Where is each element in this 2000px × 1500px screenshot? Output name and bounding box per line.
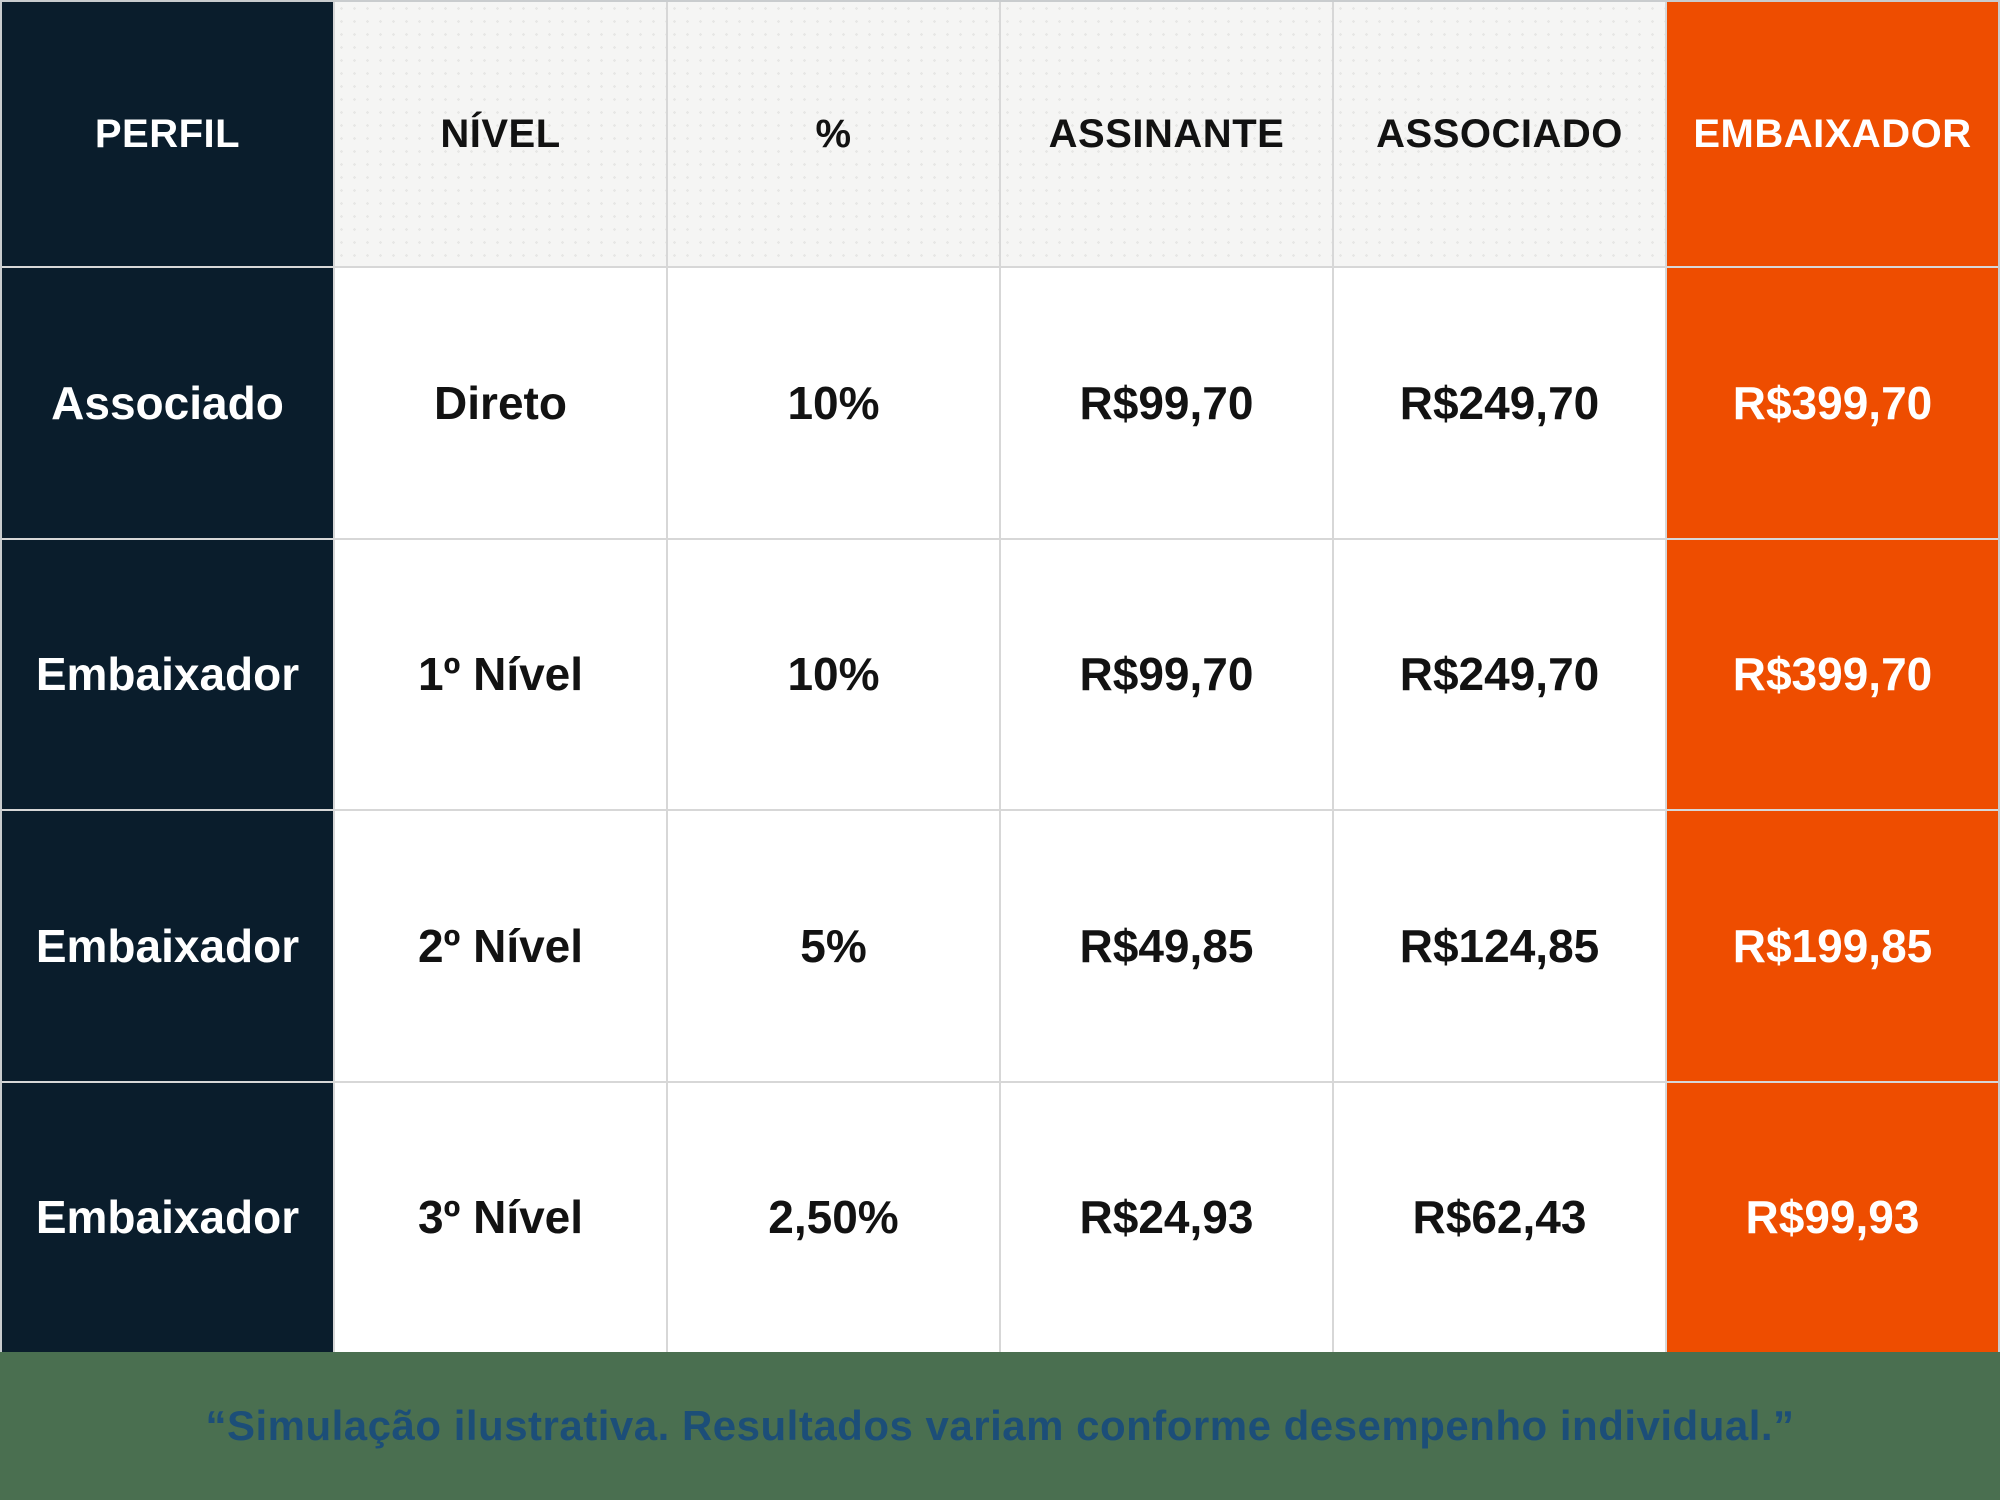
cell-nivel-row1: Direto	[335, 268, 666, 538]
cell-perfil-row4: Embaixador	[2, 1082, 333, 1352]
cell-pct-row1: 10%	[668, 268, 999, 538]
cell-assinante-row4: R$24,93	[1001, 1082, 1332, 1352]
cell-associado-row2: R$249,70	[1334, 539, 1665, 809]
header-cell-nivel: NÍVEL	[335, 2, 666, 266]
cell-perfil-row3: Embaixador	[2, 811, 333, 1081]
header-cell-perfil: PERFIL	[2, 2, 333, 266]
header-cell-embaixador: EMBAIXADOR	[1667, 2, 1998, 266]
cell-nivel-row3: 2º Nível	[335, 811, 666, 1081]
cell-associado-row4: R$62,43	[1334, 1082, 1665, 1352]
header-cell-associado: ASSOCIADO	[1334, 2, 1665, 266]
cell-embaixador-row3: R$199,85	[1667, 811, 1998, 1081]
cell-nivel-row4: 3º Nível	[335, 1082, 666, 1352]
header-cell-pct: %	[668, 2, 999, 266]
cell-embaixador-row1: R$399,70	[1667, 268, 1998, 538]
disclaimer-text: “Simulação ilustrativa. Resultados varia…	[205, 1402, 1795, 1449]
cell-associado-row3: R$124,85	[1334, 811, 1665, 1081]
cell-perfil-row2: Embaixador	[2, 539, 333, 809]
cell-assinante-row2: R$99,70	[1001, 539, 1332, 809]
cell-pct-row2: 10%	[668, 539, 999, 809]
cell-assinante-row3: R$49,85	[1001, 811, 1332, 1081]
commission-table: PERFIL NÍVEL% ASSINANTE ASSOCIADO EMBAIXADOR…	[0, 0, 2000, 1352]
cell-pct-row3: 5%	[668, 811, 999, 1081]
cell-perfil-row1: Associado	[2, 268, 333, 538]
cell-pct-row4: 2,50%	[668, 1082, 999, 1352]
cell-nivel-row2: 1º Nível	[335, 539, 666, 809]
cell-assinante-row1: R$99,70	[1001, 268, 1332, 538]
disclaimer-bar: “Simulação ilustrativa. Resultados varia…	[0, 1352, 2000, 1500]
header-cell-assinante: ASSINANTE	[1001, 2, 1332, 266]
cell-embaixador-row2: R$399,70	[1667, 539, 1998, 809]
cell-associado-row1: R$249,70	[1334, 268, 1665, 538]
cell-embaixador-row4: R$99,93	[1667, 1082, 1998, 1352]
